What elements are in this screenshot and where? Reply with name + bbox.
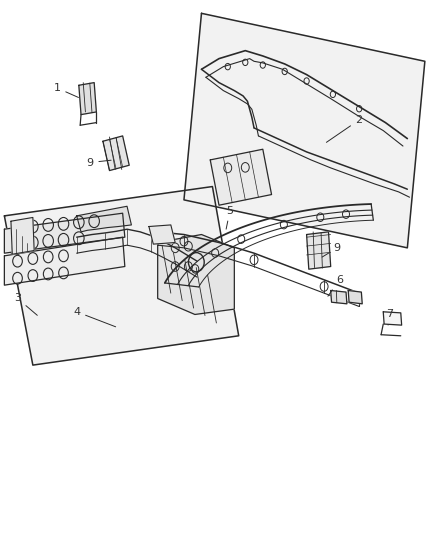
Polygon shape	[149, 225, 175, 244]
Text: 1: 1	[53, 83, 78, 98]
Polygon shape	[307, 232, 331, 269]
Polygon shape	[383, 312, 402, 325]
Text: 6: 6	[328, 275, 343, 296]
Polygon shape	[103, 136, 129, 171]
Text: 9: 9	[322, 243, 341, 257]
Polygon shape	[77, 206, 131, 232]
Text: 2: 2	[326, 115, 363, 142]
Polygon shape	[348, 290, 362, 304]
Text: 4: 4	[73, 307, 116, 327]
Text: 3: 3	[14, 294, 37, 316]
Text: 9: 9	[86, 158, 111, 167]
Polygon shape	[184, 13, 425, 248]
Polygon shape	[331, 290, 347, 304]
Text: 5: 5	[226, 206, 233, 229]
Polygon shape	[4, 187, 239, 365]
Polygon shape	[4, 213, 125, 253]
Polygon shape	[11, 217, 34, 254]
Polygon shape	[210, 149, 272, 205]
Polygon shape	[4, 237, 125, 285]
Polygon shape	[79, 83, 96, 115]
Polygon shape	[158, 235, 234, 314]
Text: 7: 7	[386, 310, 393, 325]
